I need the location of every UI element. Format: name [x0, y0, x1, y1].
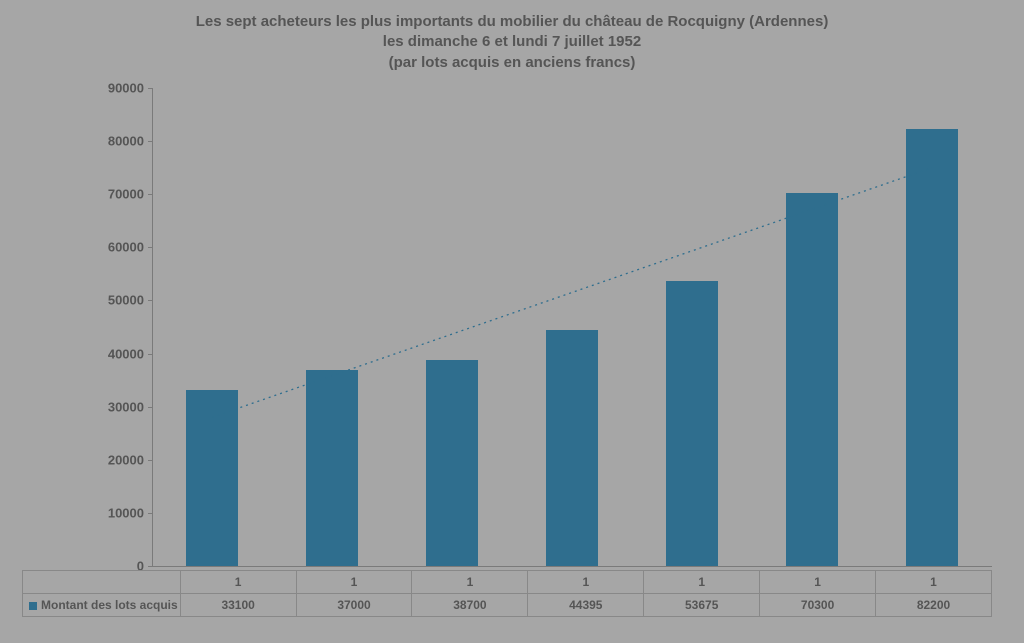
category-row: 1111111: [23, 571, 992, 594]
y-tick-label: 10000: [84, 505, 144, 520]
y-tick-label: 90000: [84, 81, 144, 96]
value-cell: 53675: [644, 594, 760, 617]
value-cell: 82200: [876, 594, 992, 617]
category-cell: 1: [760, 571, 876, 594]
bar: [306, 370, 358, 567]
y-tick-label: 60000: [84, 240, 144, 255]
y-tick-label: 50000: [84, 293, 144, 308]
category-cell: 1: [296, 571, 412, 594]
y-tick-label: 40000: [84, 346, 144, 361]
value-cell: 44395: [528, 594, 644, 617]
category-cell: 1: [644, 571, 760, 594]
category-cell: 1: [180, 571, 296, 594]
chart-title: Les sept acheteurs les plus importants d…: [0, 0, 1024, 73]
category-cell: 1: [528, 571, 644, 594]
value-cell: 37000: [296, 594, 412, 617]
bar: [546, 330, 598, 566]
title-line-3: (par lots acquis en anciens francs): [0, 53, 1024, 73]
y-tick-mark: [148, 566, 152, 567]
bar: [906, 129, 958, 566]
value-cell: 38700: [412, 594, 528, 617]
y-tick-label: 80000: [84, 134, 144, 149]
y-tick-label: 30000: [84, 399, 144, 414]
value-cell: 70300: [760, 594, 876, 617]
y-tick-label: 20000: [84, 452, 144, 467]
title-line-1: Les sept acheteurs les plus importants d…: [0, 12, 1024, 32]
category-row-label: [23, 571, 181, 594]
value-row: Montant des lots acquis 3310037000387004…: [23, 594, 992, 617]
bar: [426, 360, 478, 566]
category-cell: 1: [876, 571, 992, 594]
data-table: 1111111 Montant des lots acquis 33100370…: [22, 570, 992, 617]
y-tick-label: 70000: [84, 187, 144, 202]
bar: [786, 193, 838, 566]
category-cell: 1: [412, 571, 528, 594]
title-line-2: les dimanche 6 et lundi 7 juillet 1952: [0, 32, 1024, 52]
legend-marker-icon: [29, 602, 37, 610]
value-cell: 33100: [180, 594, 296, 617]
x-axis-line: [152, 566, 992, 567]
bar: [186, 390, 238, 566]
plot-area: [152, 88, 992, 566]
bar: [666, 281, 718, 566]
series-name: Montant des lots acquis: [41, 598, 178, 612]
series-label-cell: Montant des lots acquis: [23, 594, 181, 617]
